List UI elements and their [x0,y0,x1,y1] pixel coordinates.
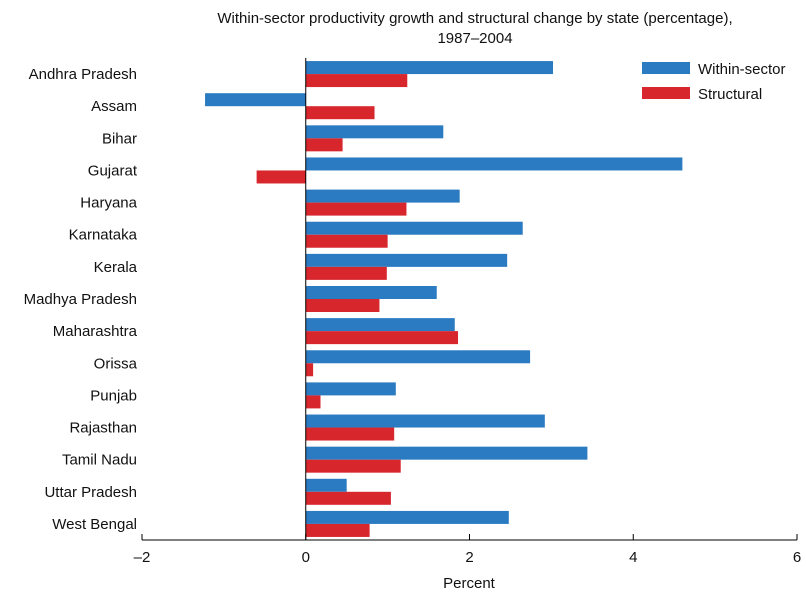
bar-within-sector-uttar-pradesh [305,478,347,492]
chart-title-line-1: Within-sector productivity growth and st… [217,10,732,27]
bar-within-sector-punjab [305,382,396,396]
bar-within-sector-kerala [305,253,508,267]
category-label-bihar: Bihar [102,130,137,147]
bar-within-sector-assam [205,93,306,107]
bar-structural-rajasthan [305,427,395,441]
category-label-andhra-pradesh: Andhra Pradesh [29,66,137,83]
category-labels: Andhra Pradesh Assam Bihar Gujarat Haryana Ka… [24,66,138,533]
category-label-gujarat: Gujarat [88,162,138,179]
x-tick-label: 6 [793,549,801,566]
bar-structural-uttar-pradesh [305,491,391,505]
bar-structural-orissa [305,363,314,377]
category-label-punjab: Punjab [90,387,137,404]
category-label-maharashtra: Maharashtra [53,323,138,340]
bar-within-sector-andhra-pradesh [305,61,554,75]
bar-structural-assam [305,106,375,120]
x-tick-label: 2 [465,549,473,566]
bar-structural-haryana [305,202,407,216]
bar-within-sector-bihar [305,125,444,139]
category-label-orissa: Orissa [94,355,138,372]
legend: Within-sector Structural [642,61,786,103]
category-label-madhya-pradesh: Madhya Pradesh [24,291,137,308]
legend-label-structural: Structural [698,86,762,103]
bar-within-sector-tamil-nadu [305,446,588,460]
category-label-assam: Assam [91,98,137,115]
bar-structural-maharashtra [305,331,459,345]
category-label-karnataka: Karnataka [69,227,138,244]
bar-structural-tamil-nadu [305,459,401,473]
axes [142,58,797,541]
bar-structural-madhya-pradesh [305,299,380,312]
category-label-haryana: Haryana [80,195,137,212]
legend-label-within-sector: Within-sector [698,61,786,78]
bar-within-sector-haryana [305,189,460,203]
bar-structural-west-bengal [305,523,370,537]
category-label-uttar-pradesh: Uttar Pradesh [44,484,137,501]
bar-within-sector-rajasthan [305,414,545,428]
bar-within-sector-orissa [305,350,531,364]
bar-structural-gujarat [256,170,306,184]
x-tick-label: 0 [302,549,310,566]
category-label-west-bengal: West Bengal [52,516,137,533]
x-axis-ticks: –2 0 2 4 6 [134,534,801,566]
chart-title: Within-sector productivity growth and st… [217,10,732,47]
category-label-tamil-nadu: Tamil Nadu [62,452,137,469]
bar-within-sector-gujarat [305,157,683,171]
x-axis-title: Percent [443,575,496,592]
legend-swatch-structural [642,87,690,99]
chart-title-line-2: 1987–2004 [437,30,512,47]
bar-within-sector-west-bengal [305,510,509,524]
legend-swatch-within-sector [642,62,690,74]
bars [205,61,683,537]
bar-structural-andhra-pradesh [305,74,408,88]
bar-within-sector-karnataka [305,221,523,235]
bar-structural-bihar [305,138,343,152]
bar-structural-karnataka [305,234,388,248]
x-tick-label: –2 [134,549,151,566]
bar-within-sector-maharashtra [305,318,455,332]
bar-structural-punjab [305,395,321,409]
category-label-rajasthan: Rajasthan [69,420,137,437]
x-tick-label: 4 [629,549,637,566]
bar-structural-kerala [305,266,387,280]
bar-within-sector-madhya-pradesh [305,286,437,299]
category-label-kerala: Kerala [94,259,138,276]
